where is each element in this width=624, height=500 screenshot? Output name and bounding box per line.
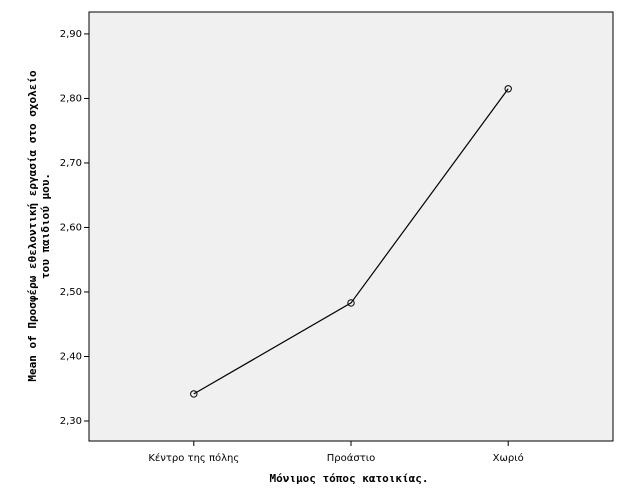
y-tick-label: 2,30 <box>60 416 82 427</box>
point <box>190 390 198 398</box>
y-tick-label: 2,80 <box>60 93 82 104</box>
plot-area <box>88 11 614 442</box>
x-axis-title: Μόνιμος τόπος κατοικίας. <box>270 472 429 485</box>
y-axis-title-line: Mean of Προσφέρω εθελοντική εργασία στο … <box>26 70 39 382</box>
y-axis-title: Mean of Προσφέρω εθελοντική εργασία στο … <box>26 70 52 382</box>
y-tick-label: 2,90 <box>60 29 82 40</box>
x-tick-label: Κέντρο της πόλης <box>148 452 239 464</box>
point <box>504 85 512 93</box>
x-tick-label: Χωριό <box>493 452 524 464</box>
y-axis-title-line: του παιδιού μου. <box>39 173 52 279</box>
x-tick-label: Προάστιο <box>327 452 375 464</box>
point <box>347 299 355 307</box>
y-tick-label: 2,50 <box>60 287 82 298</box>
y-tick-label: 2,60 <box>60 222 82 233</box>
y-tick-label: 2,40 <box>60 351 82 362</box>
line <box>193 88 509 395</box>
y-tick-label: 2,70 <box>60 158 82 169</box>
